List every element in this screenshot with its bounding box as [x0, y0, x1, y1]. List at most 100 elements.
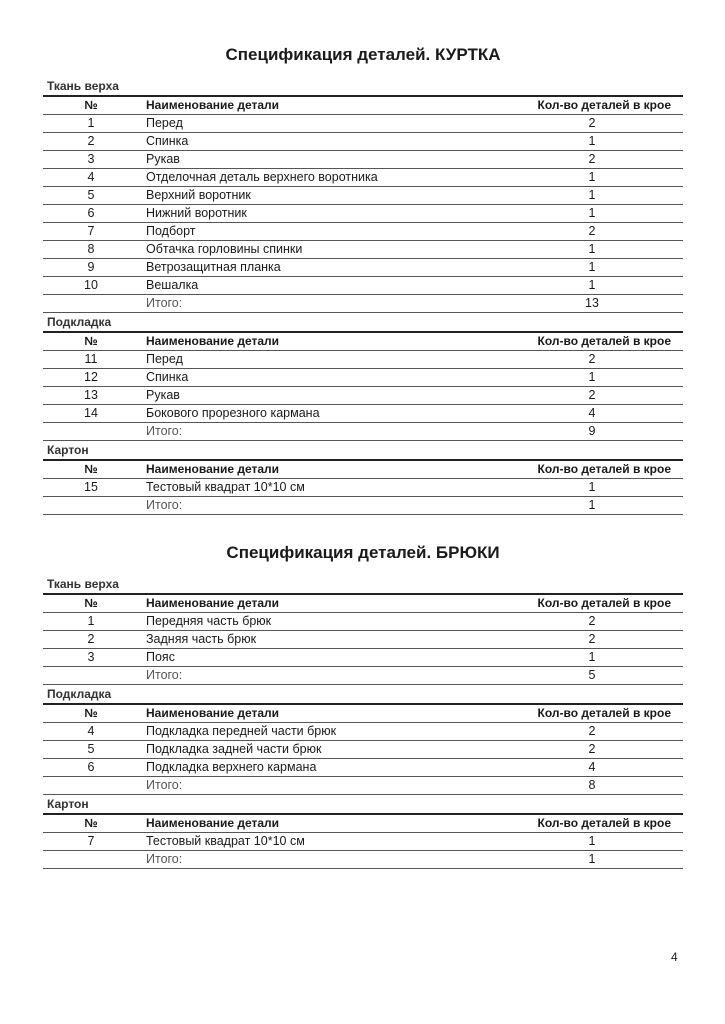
- part-name: Тестовый квадрат 10*10 см: [146, 834, 305, 848]
- part-quantity: 1: [588, 480, 596, 494]
- total-value: 5: [588, 668, 596, 682]
- table-row: 3 Рукав 2: [43, 151, 683, 169]
- part-number: 6: [87, 760, 95, 774]
- total-row: Итого: 8: [43, 777, 683, 795]
- total-row: Итого: 1: [43, 851, 683, 869]
- part-name: Перед: [146, 352, 183, 366]
- part-quantity: 1: [588, 134, 596, 148]
- part-name: Бокового прорезного кармана: [146, 406, 320, 420]
- table-row: 7 Тестовый квадрат 10*10 см 1: [43, 833, 683, 851]
- table-body: 7 Тестовый квадрат 10*10 см 1 Итого: 1: [43, 833, 683, 869]
- header-name: Наименование детали: [146, 334, 280, 348]
- total-empty: [43, 667, 139, 685]
- part-name: Задняя часть брюк: [146, 632, 257, 646]
- part-number: 5: [87, 188, 95, 202]
- table-header: № Наименование детали Кол-во деталей в кро…: [43, 594, 683, 613]
- part-quantity: 2: [588, 224, 596, 238]
- parts-table: № Наименование детали Кол-во деталей в кро…: [43, 703, 683, 795]
- table-row: 4 Подкладка передней части брюк 2: [43, 723, 683, 741]
- table-row: 14 Бокового прорезного кармана 4: [43, 405, 683, 423]
- table-row: 5 Верхний воротник 1: [43, 187, 683, 205]
- total-value: 13: [585, 296, 599, 310]
- section-label: Ткань верха: [47, 79, 119, 93]
- part-quantity: 1: [588, 834, 596, 848]
- header-row: № Наименование детали Кол-во деталей в кро…: [43, 332, 683, 351]
- table-body: 4 Подкладка передней части брюк 2 5 Подкладк…: [43, 723, 683, 795]
- part-quantity: 2: [588, 116, 596, 130]
- part-number: 15: [84, 480, 98, 494]
- table-row: 1 Передняя часть брюк 2: [43, 613, 683, 631]
- total-row: Итого: 9: [43, 423, 683, 441]
- table-header: № Наименование детали Кол-во деталей в кро…: [43, 704, 683, 723]
- total-label: Итого:: [146, 852, 183, 866]
- part-name: Верхний воротник: [146, 188, 251, 202]
- total-value: 1: [588, 498, 596, 512]
- total-label: Итого:: [146, 668, 183, 682]
- part-name: Рукав: [146, 152, 180, 166]
- part-name: Нижний воротник: [146, 206, 247, 220]
- spec-title: Спецификация деталей. БРЮКИ: [226, 543, 500, 562]
- part-number: 5: [87, 742, 95, 756]
- total-empty: [43, 423, 139, 441]
- table-row: 6 Подкладка верхнего кармана 4: [43, 759, 683, 777]
- part-name: Отделочная деталь верхнего воротника: [146, 170, 378, 184]
- part-quantity: 2: [588, 632, 596, 646]
- part-number: 10: [84, 278, 98, 292]
- part-name: Перед: [146, 116, 183, 130]
- header-quantity: Кол-во деталей в крое: [537, 462, 671, 476]
- table-row: 12 Спинка 1: [43, 369, 683, 387]
- table-header: № Наименование детали Кол-во деталей в кро…: [43, 96, 683, 115]
- part-name: Спинка: [146, 370, 189, 384]
- table-row: 11 Перед 2: [43, 351, 683, 369]
- part-name: Подкладка передней части брюк: [146, 724, 337, 738]
- total-label: Итого:: [146, 296, 183, 310]
- part-name: Обтачка горловины спинки: [146, 242, 303, 256]
- part-name: Спинка: [146, 134, 189, 148]
- header-number: №: [84, 816, 98, 830]
- part-quantity: 2: [588, 724, 596, 738]
- total-empty: [43, 497, 139, 515]
- part-number: 4: [87, 170, 95, 184]
- part-quantity: 1: [588, 650, 596, 664]
- section-label: Подкладка: [47, 687, 112, 701]
- table-header: № Наименование детали Кол-во деталей в кро…: [43, 332, 683, 351]
- section-label: Картон: [47, 797, 89, 811]
- part-number: 13: [84, 388, 98, 402]
- part-name: Пояс: [146, 650, 175, 664]
- total-value: 1: [588, 852, 596, 866]
- table-body: 15 Тестовый квадрат 10*10 см 1 Итого: 1: [43, 479, 683, 515]
- header-row: № Наименование детали Кол-во деталей в кро…: [43, 704, 683, 723]
- header-quantity: Кол-во деталей в крое: [537, 334, 671, 348]
- table-row: 5 Подкладка задней части брюк 2: [43, 741, 683, 759]
- header-quantity: Кол-во деталей в крое: [537, 816, 671, 830]
- parts-table: № Наименование детали Кол-во деталей в кро…: [43, 813, 683, 869]
- part-quantity: 2: [588, 742, 596, 756]
- part-quantity: 4: [588, 406, 596, 420]
- part-quantity: 1: [588, 260, 596, 274]
- spec-trousers: Спецификация деталей. БРЮКИ Ткань верха № Н…: [43, 540, 683, 869]
- total-empty: [43, 295, 139, 313]
- header-number: №: [84, 706, 98, 720]
- part-name: Передняя часть брюк: [146, 614, 272, 628]
- part-number: 3: [87, 152, 95, 166]
- table-header: № Наименование детали Кол-во деталей в кро…: [43, 460, 683, 479]
- header-row: № Наименование детали Кол-во деталей в кро…: [43, 814, 683, 833]
- table-row: 9 Ветрозащитная планка 1: [43, 259, 683, 277]
- part-number: 1: [87, 116, 95, 130]
- table-body: 1 Передняя часть брюк 2 2 Задняя часть брюк 2…: [43, 613, 683, 685]
- total-row: Итого: 1: [43, 497, 683, 515]
- table-row: 15 Тестовый квадрат 10*10 см 1: [43, 479, 683, 497]
- header-row: № Наименование детали Кол-во деталей в кро…: [43, 96, 683, 115]
- parts-table: № Наименование детали Кол-во деталей в кро…: [43, 459, 683, 515]
- header-name: Наименование детали: [146, 706, 280, 720]
- part-name: Вешалка: [146, 278, 199, 292]
- part-name: Подборт: [146, 224, 196, 238]
- part-number: 4: [87, 724, 95, 738]
- table-row: 3 Пояс 1: [43, 649, 683, 667]
- total-row: Итого: 5: [43, 667, 683, 685]
- part-quantity: 2: [588, 388, 596, 402]
- table-row: 10 Вешалка 1: [43, 277, 683, 295]
- part-number: 9: [87, 260, 95, 274]
- section-label: Подкладка: [47, 315, 112, 329]
- total-row: Итого: 13: [43, 295, 683, 313]
